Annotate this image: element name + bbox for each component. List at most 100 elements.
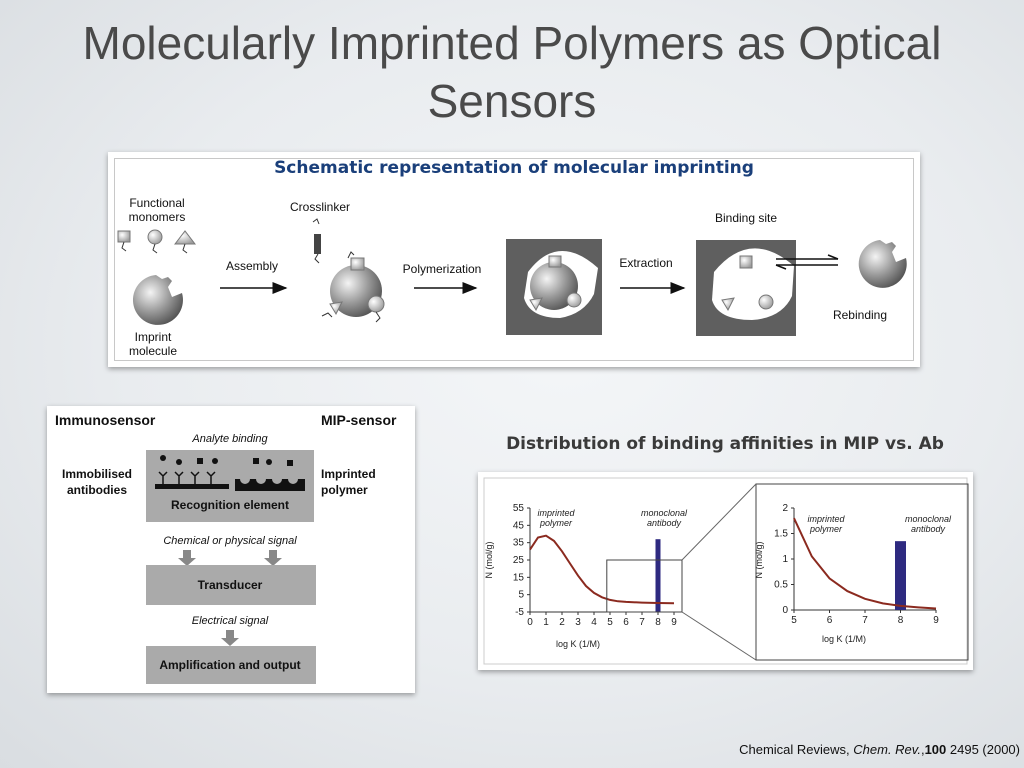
antibodies-label: antibodies [67,483,127,497]
schematic-frame [114,158,914,361]
assembled-complex-icon [321,251,385,323]
chart-annotation: polymer [539,518,573,528]
y-tick-label: 2 [782,503,788,514]
x-tick-label: 9 [671,617,677,628]
crosslinker-icon [312,218,321,264]
imprinted-label: Imprinted [321,467,376,481]
electrical-arrow-icon [221,630,239,646]
y-tick-label: 1 [782,554,788,565]
slide-title-line2: Sensors [427,75,597,127]
amplification-box [146,646,316,684]
affinity-title: Distribution of binding affinities in MI… [506,434,944,454]
binding-site-label: Binding site [714,211,778,225]
electrical-signal-label: Electrical signal [192,615,269,627]
x-tick-label: 6 [623,617,629,628]
polymer-block-icon [506,239,602,335]
x-tick-label: 8 [898,615,904,626]
citation-volume: 100 [924,742,947,757]
y-tick-label: 25 [513,555,525,566]
x-tick-label: 2 [559,617,565,628]
chart-frame [483,477,968,665]
x-tick-label: 9 [933,615,939,626]
x-tick-label: 7 [862,615,868,626]
x-tick-label: 3 [575,617,581,628]
antibody-bar [655,539,661,612]
citation-sep: , [920,742,925,757]
chart-annotation: monoclonal [641,508,688,518]
x-tick-label: 0 [527,617,533,628]
recognition-element-label: Recognition element [171,498,289,512]
rebinding-label: Rebinding [832,308,888,322]
imprinted-polymer-curve [793,517,937,610]
zoom-connector [681,611,757,661]
y-tick-label: 45 [513,520,525,531]
imprinted-polymer-surface-icon [235,458,305,491]
assembly-label: Assembly [225,259,278,273]
y-tick-label: 5 [518,590,524,601]
y-tick-label: 0 [782,605,788,616]
x-axis-label: log K (1/M) [556,639,600,649]
affinity-chart-panel: 0 1 2 3 4 5 6 7 8 9 -5 5 15 25 35 45 55 log K (1/M) N (mol… [478,472,973,670]
rebound-molecule-icon [858,240,907,288]
citation-abbrev: Chem. Rev. [853,742,921,757]
polymer-label: polymer [321,483,368,497]
sensor-comparison-panel: Immunosensor MIP-sensor Analyte binding … [47,406,415,693]
functional-monomers-icon [117,229,197,254]
polymerization-label: Polymerization [402,262,482,276]
y-axis-label: N (mol/g) [484,541,494,578]
x-axis-label: log K (1/M) [822,634,866,644]
x-tick-label: 5 [791,615,797,626]
crosslinker-label: Crosslinker [289,200,350,214]
y-tick-label: 0.5 [774,580,788,591]
schematic-title: Schematic representation of molecular im… [274,158,754,178]
imprint-molecule-label: Imprint molecule [128,330,178,358]
transducer-label: Transducer [198,578,263,592]
zoom-inset-frame [755,483,969,661]
imprinted-polymer-curve [529,534,675,605]
equilibrium-arrows-icon [775,254,839,270]
y-tick-label: 15 [513,572,525,583]
mip-sensor-label: MIP-sensor [321,412,397,428]
zoom-region-box [606,559,683,613]
x-tick-label: 6 [827,615,833,626]
signal-arrows-icon [178,550,282,566]
transducer-box [146,565,316,605]
imprint-molecule-icon [132,275,183,325]
chart-annotation: antibody [647,518,682,528]
extraction-label: Extraction [619,256,673,270]
sensor-diagram: Immunosensor MIP-sensor Analyte binding … [55,412,397,684]
functional-monomers-label: Functional monomers [128,196,186,224]
y-tick-label: 1.5 [774,529,788,540]
x-tick-label: 5 [607,617,613,628]
chart-annotation: antibody [911,524,946,534]
citation: Chemical Reviews, Chem. Rev.,100 2495 (2… [739,742,1020,757]
immobilised-label: Immobilised [62,467,132,481]
x-tick-label: 1 [543,617,549,628]
amplification-label: Amplification and output [159,658,300,672]
chart-annotation: monoclonal [905,514,952,524]
binding-site-block-icon [696,240,796,336]
analyte-binding-label: Analyte binding [191,433,268,445]
slide-title: Molecularly Imprinted Polymers as Optica… [30,14,994,130]
y-tick-label: 35 [513,538,525,549]
chart-annotation: imprinted [807,514,845,524]
chart-annotation: polymer [809,524,843,534]
y-tick-label: 55 [513,503,525,514]
chart-annotation: imprinted [537,508,575,518]
x-tick-label: 7 [639,617,645,628]
slide-title-line1: Molecularly Imprinted Polymers as Optica… [82,17,942,69]
citation-journal: Chemical Reviews, [739,742,854,757]
citation-pages: 2495 (2000) [946,742,1020,757]
x-tick-label: 4 [591,617,597,628]
zoom-connector [681,483,757,561]
imprinting-schematic-panel: Schematic representation of molecular im… [108,152,920,367]
antibody-surface-icon [155,455,229,489]
schematic-graphics [117,218,907,336]
y-tick-label: -5 [515,607,524,618]
immunosensor-label: Immunosensor [55,412,156,428]
antibody-bar [895,541,906,610]
chemical-signal-label: Chemical or physical signal [163,535,297,547]
x-tick-label: 8 [655,617,661,628]
y-axis-label: N (mol/g) [754,541,764,578]
